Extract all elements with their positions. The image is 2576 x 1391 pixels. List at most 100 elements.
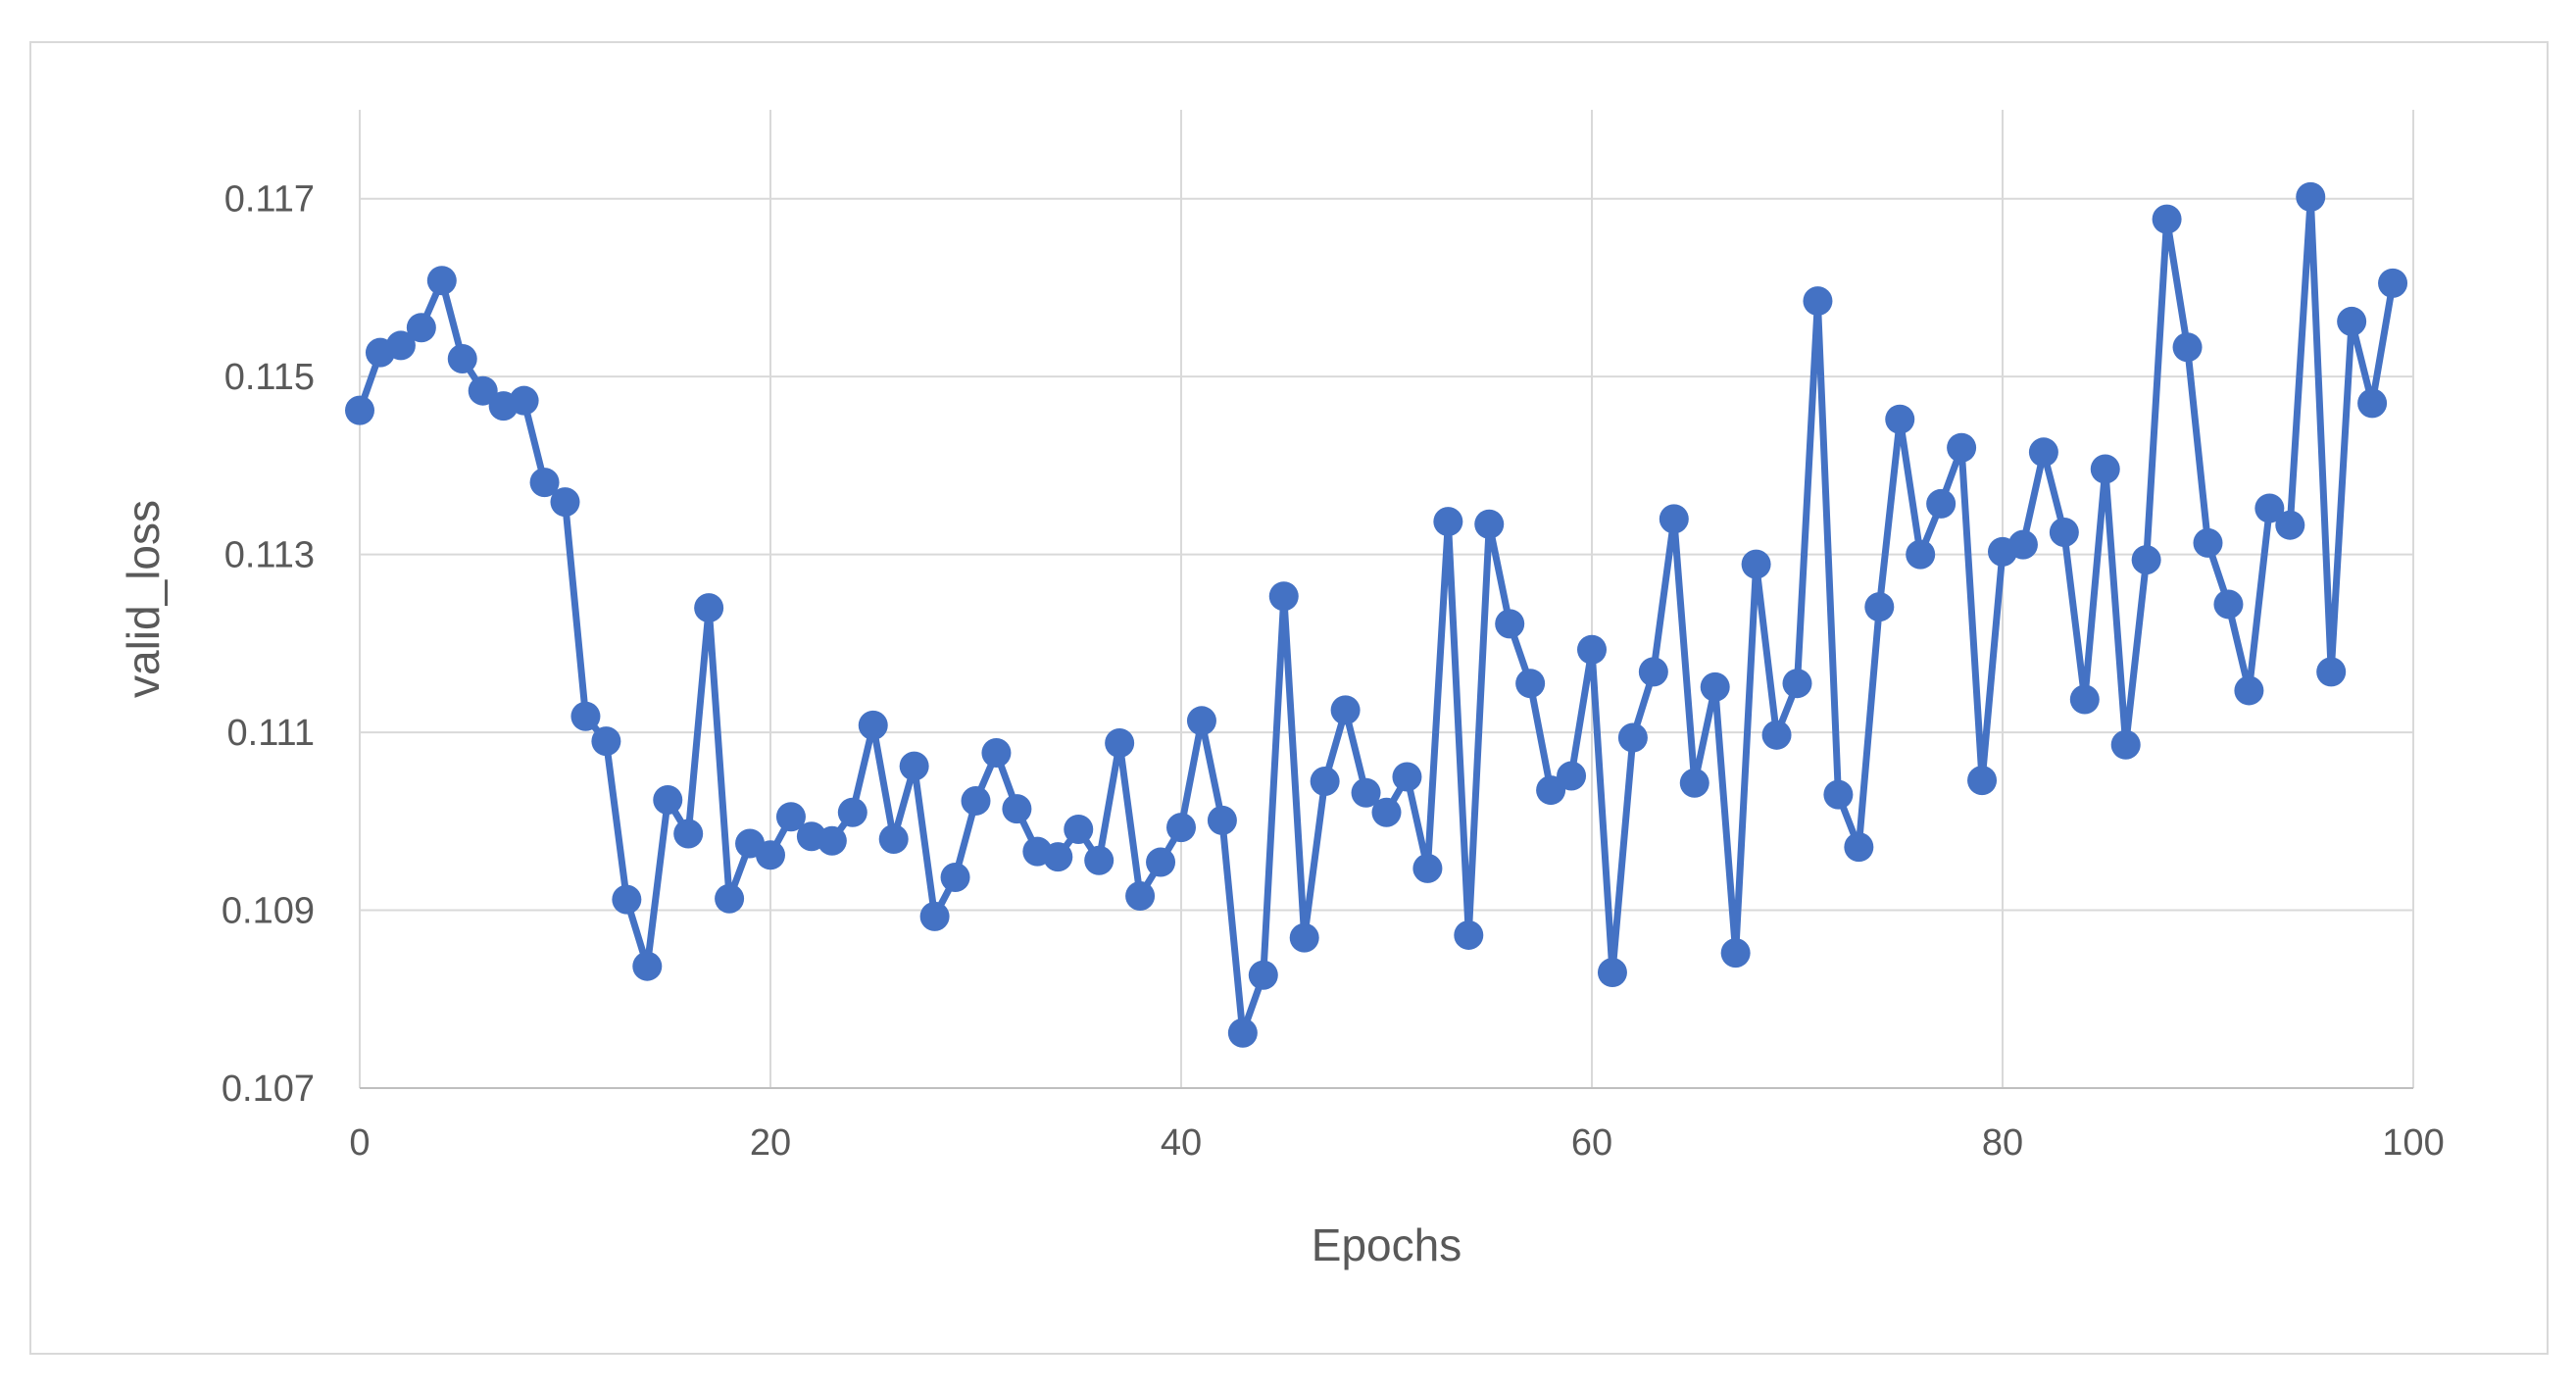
x-tick-label: 40	[1161, 1122, 1202, 1164]
y-tick-label: 0.117	[224, 179, 315, 221]
data-point	[1084, 845, 1115, 875]
data-point	[2110, 729, 2141, 760]
data-point	[694, 593, 724, 623]
data-point	[426, 266, 457, 296]
data-point	[1433, 507, 1463, 537]
data-point	[468, 375, 498, 406]
data-point	[756, 840, 785, 870]
data-point	[1885, 404, 1915, 434]
data-point	[1947, 432, 1977, 463]
data-point	[2213, 589, 2244, 620]
y-axis-title: valid_loss	[118, 500, 169, 698]
data-point	[1617, 722, 1648, 753]
data-point	[1289, 922, 1319, 953]
y-tick-label: 0.111	[227, 713, 315, 754]
x-axis-title: Epochs	[1312, 1219, 1461, 1270]
data-point	[1105, 727, 1135, 758]
data-point	[1002, 794, 1032, 824]
data-point	[2007, 529, 2038, 560]
data-point	[1557, 761, 1587, 791]
data-point	[2357, 388, 2388, 419]
data-point	[1536, 775, 1566, 806]
data-point	[1782, 669, 1812, 699]
data-point	[406, 313, 436, 343]
data-point	[550, 487, 580, 518]
data-point	[1064, 814, 1094, 844]
data-point	[1474, 509, 1505, 539]
data-point	[715, 883, 745, 914]
data-point	[1125, 881, 1156, 912]
data-point	[1330, 695, 1361, 725]
data-point	[1166, 813, 1196, 843]
data-point	[1248, 960, 1278, 990]
data-point	[1371, 797, 1402, 827]
x-tick-labels: 0 20 40 60 80 100	[349, 1122, 2444, 1164]
data-point	[1700, 671, 1730, 702]
data-point	[1310, 766, 1340, 796]
data-point	[2028, 437, 2058, 468]
data-point	[940, 862, 970, 892]
data-point	[1597, 958, 1627, 988]
data-point	[1207, 805, 1237, 835]
data-point	[2275, 510, 2305, 540]
data-point	[1967, 766, 1998, 796]
data-point	[1515, 669, 1546, 699]
data-point	[899, 751, 929, 781]
data-point	[1146, 847, 1176, 877]
data-point	[2337, 306, 2367, 336]
data-point	[2131, 545, 2161, 575]
data-point	[1392, 762, 1422, 792]
data-point	[1412, 853, 1443, 883]
data-point	[653, 785, 683, 816]
data-point	[2193, 527, 2223, 558]
data-point	[673, 819, 704, 849]
data-point	[1823, 779, 1854, 810]
data-point	[1227, 1018, 1258, 1048]
data-point	[2254, 493, 2285, 523]
data-point	[1577, 634, 1607, 665]
y-tick-label: 0.115	[224, 357, 315, 398]
data-point	[1906, 539, 1936, 570]
data-point	[817, 825, 847, 856]
data-point	[632, 951, 663, 981]
data-point	[837, 797, 867, 827]
data-point	[775, 802, 806, 832]
y-tick-label: 0.109	[222, 891, 315, 932]
data-point	[1043, 842, 1073, 872]
x-tick-label: 20	[750, 1122, 791, 1164]
data-point	[1638, 657, 1668, 687]
data-point	[2296, 181, 2326, 212]
y-tick-labels: 0.107 0.109 0.111 0.113 0.115 0.117	[222, 179, 315, 1110]
data-point	[612, 884, 642, 915]
data-point	[385, 330, 416, 361]
data-point	[1351, 777, 1381, 808]
data-point	[1268, 581, 1299, 612]
data-point	[1720, 938, 1751, 969]
data-point	[1761, 720, 1792, 750]
data-point	[919, 901, 950, 931]
data-point	[1926, 488, 1957, 519]
data-point	[2069, 684, 2100, 715]
data-point	[2316, 657, 2347, 687]
data-point	[1659, 504, 1689, 534]
data-point	[1679, 768, 1709, 798]
data-point	[591, 726, 621, 757]
data-point	[509, 385, 539, 416]
data-point	[878, 823, 909, 854]
x-tick-label: 0	[349, 1122, 370, 1164]
data-point	[570, 701, 601, 731]
y-tick-label: 0.107	[222, 1068, 315, 1110]
data-point	[1186, 706, 1216, 736]
data-point	[1454, 919, 1484, 950]
data-point	[2378, 268, 2408, 298]
series-line	[356, 193, 2397, 1037]
data-point	[2234, 675, 2264, 706]
data-point	[981, 737, 1012, 768]
data-point	[2152, 204, 2182, 234]
data-point	[1803, 286, 1833, 317]
data-point	[1741, 549, 1771, 579]
data-point	[345, 395, 374, 425]
data-point	[2049, 517, 2079, 547]
series-valid-loss	[345, 181, 2408, 1048]
